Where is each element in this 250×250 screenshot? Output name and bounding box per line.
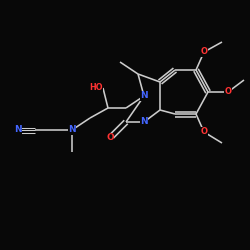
Text: HO: HO	[90, 84, 103, 92]
Text: N: N	[140, 92, 148, 100]
Text: N: N	[140, 118, 148, 126]
Text: O: O	[200, 128, 207, 136]
Text: O: O	[200, 48, 207, 56]
Text: O: O	[224, 88, 232, 96]
Text: N: N	[14, 126, 22, 134]
Text: O: O	[106, 134, 114, 142]
Text: N: N	[68, 126, 76, 134]
